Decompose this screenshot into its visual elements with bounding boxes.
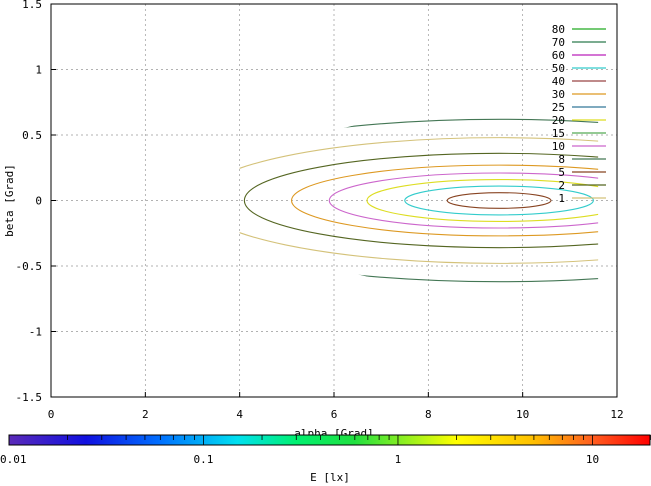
legend-label: 20 [552,114,565,127]
x-tick-label: 6 [331,408,338,421]
y-tick-label: 0 [35,195,42,208]
contour-line [404,185,594,216]
colorbar-ticks: 0.01 0.1 1 10 [0,435,651,466]
y-axis-ticks: -1.5 -1 -0.5 0 0.5 1 1.5 [16,0,56,404]
legend-label: 5 [558,166,565,179]
legend-label: 30 [552,88,565,101]
x-axis-ticks: 0 2 4 6 8 10 12 [48,392,624,421]
contour-line [243,152,599,249]
x-tick-label: 0 [48,408,55,421]
colorbar-label: E [lx] [310,471,350,484]
colorbar-tick-label: 1 [395,453,402,466]
grid-lines [51,4,617,397]
x-tick-label: 12 [610,408,623,421]
legend-label: 40 [552,75,565,88]
colorbar-tick-label: 0.01 [0,453,27,466]
legend-label: 60 [552,49,565,62]
y-axis-label: beta [Grad] [3,164,16,237]
x-tick-label: 8 [425,408,432,421]
y-tick-label: -1 [29,326,42,339]
legend-label: 1 [558,192,565,205]
x-tick-label: 2 [142,408,149,421]
y-tick-label: 1 [35,64,42,77]
legend-label: 10 [552,140,565,153]
y-tick-label: 0.5 [22,129,42,142]
y-tick-label: 1.5 [22,0,42,11]
contour-line [239,137,599,264]
colorbar-tick-label: 0.1 [194,453,214,466]
colorbar-tick-label: 10 [586,453,599,466]
x-tick-label: 10 [516,408,529,421]
colorbar [8,434,651,446]
y-tick-label: -1.5 [16,391,43,404]
contour-line [366,178,599,223]
legend-label: 2 [558,179,565,192]
legend-label: 15 [552,127,565,140]
legend-label: 50 [552,62,565,75]
x-tick-label: 4 [236,408,243,421]
contour-line [239,118,599,283]
y-tick-label: -0.5 [16,260,43,273]
legend-label: 80 [552,23,565,36]
legend-label: 8 [558,153,565,166]
contour-line [328,172,599,229]
contour-line [446,192,552,209]
contour-lines [239,118,599,283]
legend-label: 25 [552,101,565,114]
contour-line [290,164,599,237]
legend-label: 70 [552,36,565,49]
